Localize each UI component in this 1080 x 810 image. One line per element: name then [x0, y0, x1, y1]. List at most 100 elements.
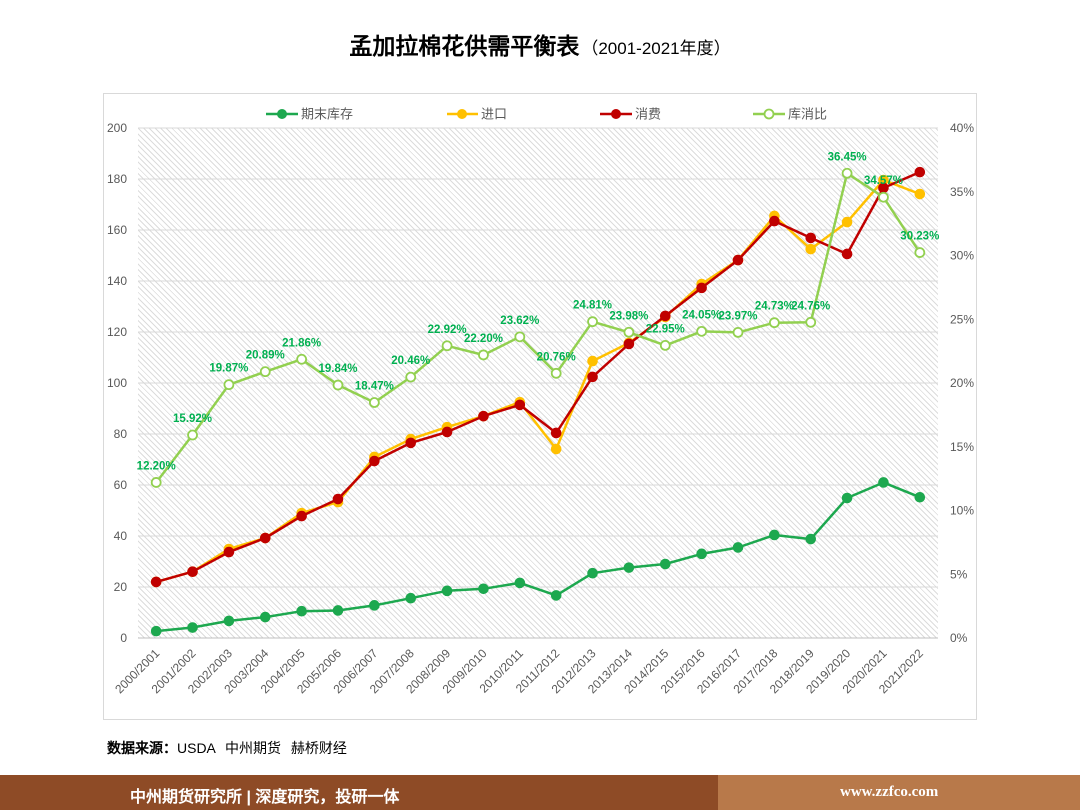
data-point: [696, 548, 707, 560]
data-point: [514, 577, 526, 589]
legend-item[interactable]: 消费: [600, 107, 661, 122]
series-group: [150, 477, 926, 637]
series-group: [150, 166, 926, 588]
data-source-note: 数据来源：USDA 中州期货 赫桥财经: [107, 738, 347, 758]
data-point: [478, 583, 489, 595]
data-label: 36.45%: [828, 151, 867, 163]
data-point: [441, 340, 453, 352]
footer-bar: 中州期货研究所 | 深度研究，投研一体 www.zzfco.com: [0, 775, 1080, 810]
data-point: [405, 592, 417, 604]
y-right-tick-label: 0%: [950, 631, 968, 645]
data-label: 24.76%: [791, 300, 830, 312]
legend-label: 期末库存: [301, 107, 353, 122]
data-point: [550, 427, 562, 439]
data-label: 23.62%: [500, 315, 539, 327]
legend-item[interactable]: 库消比: [753, 107, 827, 122]
series-line: [155, 178, 921, 584]
data-point: [478, 349, 489, 361]
legend-marker: [457, 109, 467, 119]
data-point: [296, 510, 307, 522]
y-left-tick-label: 120: [107, 325, 127, 339]
y-left-tick-label: 20: [114, 580, 128, 594]
data-point: [732, 326, 744, 338]
data-point: [805, 533, 817, 545]
data-label: 30.23%: [900, 231, 939, 243]
y-left-tick-label: 200: [107, 121, 127, 135]
data-point: [332, 379, 344, 391]
data-label: 18.47%: [355, 381, 394, 393]
footer-website-link[interactable]: www.zzfco.com: [840, 784, 939, 800]
y-left-tick-label: 180: [107, 172, 127, 186]
data-point: [150, 625, 162, 637]
legend-item[interactable]: 进口: [447, 107, 507, 122]
data-point: [550, 590, 562, 601]
data-point: [150, 576, 162, 588]
data-point: [732, 254, 744, 266]
data-point: [659, 558, 671, 570]
y-right-tick-label: 5%: [950, 567, 968, 581]
data-point: [914, 491, 926, 503]
footer-right-panel: www.zzfco.com: [718, 775, 1080, 810]
data-label: 23.98%: [609, 310, 648, 322]
legend-marker: [763, 108, 775, 120]
data-point: [878, 191, 889, 203]
data-label: 20.76%: [537, 351, 576, 363]
data-label: 22.95%: [646, 323, 685, 335]
gridlines: [138, 127, 938, 639]
data-point: [805, 316, 817, 328]
legend-item[interactable]: 期末库存: [266, 107, 353, 122]
data-label: 19.87%: [209, 363, 248, 375]
data-point: [223, 615, 235, 627]
data-point: [587, 567, 598, 579]
y-right-tick-label: 15%: [950, 440, 974, 454]
data-point: [514, 399, 526, 411]
data-point: [659, 310, 671, 322]
data-label: 21.86%: [282, 337, 321, 349]
chart-title-block: 孟加拉棉花供需平衡表 （2001-2021年度）: [0, 31, 1080, 65]
data-point: [550, 367, 562, 379]
data-point: [332, 493, 344, 505]
data-point: [369, 455, 380, 467]
data-point: [296, 605, 307, 617]
legend-label: 进口: [481, 107, 507, 122]
y-right-tick-label: 20%: [950, 376, 974, 390]
data-point: [441, 426, 453, 438]
data-point: [914, 166, 926, 178]
data-point: [805, 243, 817, 255]
footer-slogan: 中州期货研究所 | 深度研究，投研一体: [130, 789, 400, 806]
data-label: 19.84%: [318, 363, 357, 375]
data-point: [368, 397, 380, 408]
data-point: [732, 542, 744, 553]
source-label: 数据来源：: [107, 740, 177, 756]
data-point: [223, 546, 235, 558]
data-point: [587, 355, 598, 367]
data-point: [841, 167, 853, 179]
data-point: [550, 443, 562, 455]
data-point: [696, 325, 708, 337]
data-label: 22.20%: [464, 333, 503, 345]
series-line: [155, 172, 921, 484]
data-label: 24.73%: [755, 301, 794, 313]
y-left-tick-label: 40: [114, 529, 128, 543]
legend: 期末库存 进口 消费 库消比: [266, 107, 827, 122]
series-group: [150, 167, 926, 488]
data-point: [914, 247, 926, 258]
data-label: 23.97%: [718, 310, 757, 322]
data-point: [478, 410, 489, 422]
chart-border: [103, 93, 977, 720]
data-point: [805, 232, 817, 244]
data-point: [514, 331, 526, 343]
data-point: [769, 529, 780, 541]
data-point: [223, 379, 235, 391]
y-right-tick-label: 30%: [950, 249, 974, 263]
data-label: 15.92%: [173, 413, 212, 425]
data-labels: 12.20% 15.92% 19.87%20.89%21.86% 19.84% 18.4…: [137, 151, 940, 472]
legend-label: 库消比: [788, 107, 827, 122]
legend-label: 消费: [635, 107, 661, 122]
data-point: [696, 282, 707, 294]
data-point: [441, 585, 453, 597]
data-point: [259, 366, 271, 378]
data-point: [623, 326, 635, 338]
data-point: [332, 605, 344, 616]
chart-subtitle: （2001-2021年度）: [581, 39, 731, 58]
